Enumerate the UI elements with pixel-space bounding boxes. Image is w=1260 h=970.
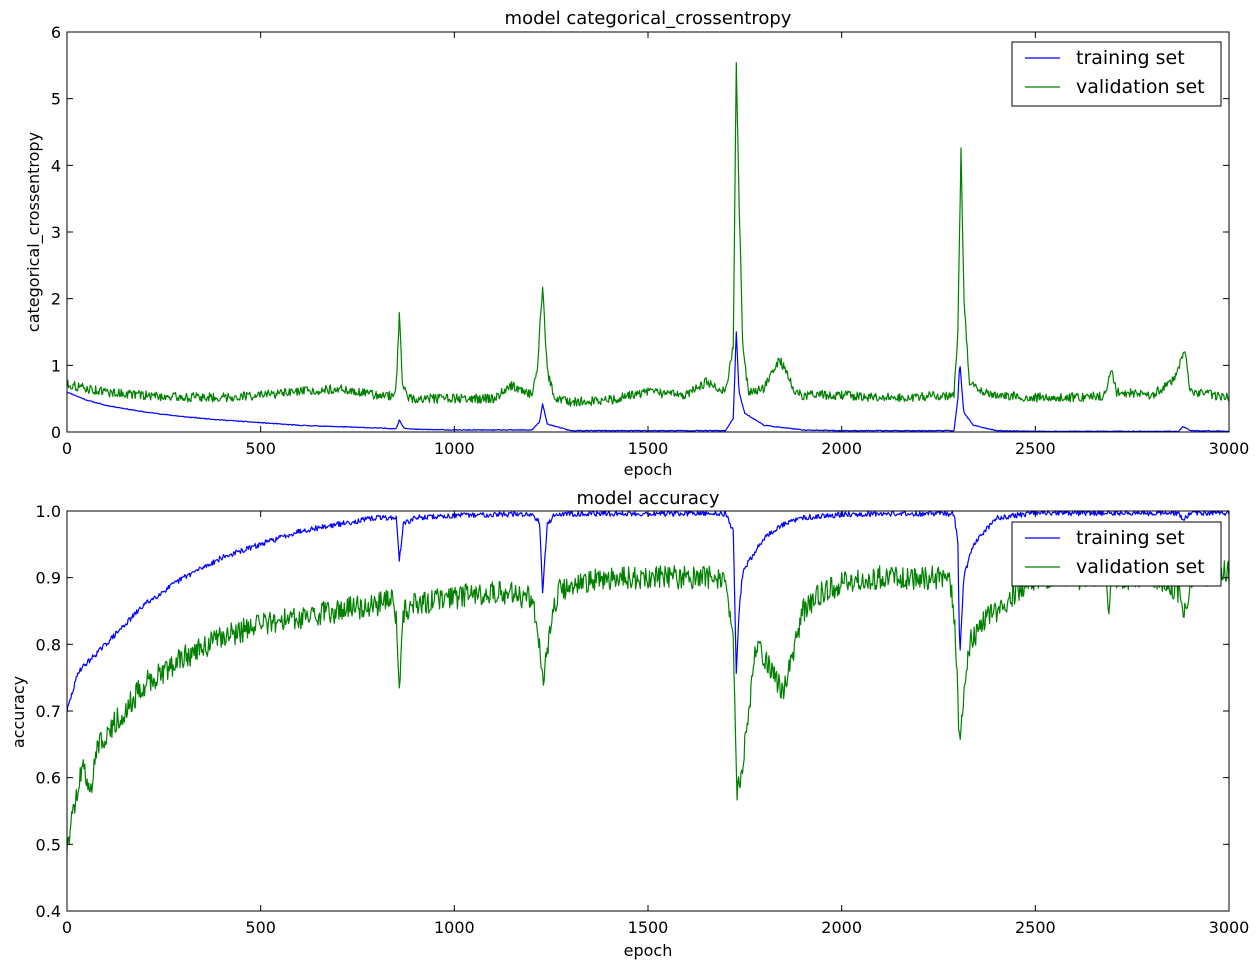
accuracy-xtick-label: 3000 — [1209, 918, 1250, 937]
loss-legend-box — [1011, 41, 1222, 107]
loss-legend-training-label: training set — [1076, 47, 1185, 69]
accuracy-legend-box — [1011, 521, 1222, 587]
accuracy-xtick-label: 2500 — [1015, 918, 1056, 937]
loss-ytick-label: 4 — [51, 156, 61, 175]
loss-chart-title: model categorical_crossentropy — [505, 8, 792, 29]
loss-ytick-label: 1 — [51, 356, 61, 375]
loss-chart-legend: training set validation set — [1011, 41, 1222, 107]
loss-xtick-label: 1500 — [628, 439, 669, 458]
loss-ytick-label: 3 — [51, 223, 61, 242]
loss-series-validation — [66, 61, 1230, 407]
loss-xtick-label: 0 — [62, 439, 72, 458]
accuracy-chart-title: model accuracy — [577, 488, 720, 509]
accuracy-xtick-label: 500 — [245, 918, 276, 937]
loss-xtick-label: 500 — [245, 439, 276, 458]
accuracy-xtick-label: 0 — [62, 918, 72, 937]
accuracy-ytick-label: 0.6 — [36, 769, 61, 788]
accuracy-xtick-label: 1500 — [628, 918, 669, 937]
loss-xtick-label: 2000 — [821, 439, 862, 458]
accuracy-xtick-label: 2000 — [821, 918, 862, 937]
loss-xtick-label: 1000 — [434, 439, 475, 458]
accuracy-ytick-label: 1.0 — [36, 502, 61, 521]
accuracy-xtick-label: 1000 — [434, 918, 475, 937]
accuracy-chart-xlabel: epoch — [624, 941, 673, 960]
accuracy-ytick-label: 0.5 — [36, 835, 61, 854]
loss-legend-validation-label: validation set — [1076, 76, 1205, 98]
loss-xtick-label: 2500 — [1015, 439, 1056, 458]
accuracy-chart: model accuracy 0 500 1000 1500 2000 2500 30000… — [9, 488, 1249, 960]
loss-chart-ylabel: categorical_crossentropy — [24, 132, 44, 332]
accuracy-ytick-label: 0.4 — [36, 902, 61, 921]
loss-chart-xlabel: epoch — [624, 460, 673, 479]
accuracy-ytick-label: 0.7 — [36, 702, 61, 721]
loss-ytick-label: 5 — [51, 90, 61, 109]
loss-ytick-label: 0 — [51, 423, 61, 442]
accuracy-chart-legend: training set validation set — [1011, 521, 1222, 587]
accuracy-chart-ticks: 0 500 1000 1500 2000 2500 3000 0.4 0.5 0.6 0.7 0.8 0… — [36, 502, 1250, 937]
loss-chart-ticks: 0 500 1000 1500 2000 2500 3000 0 1 2 3 4 5 6 — [51, 23, 1250, 458]
accuracy-ytick-label: 0.9 — [36, 569, 61, 588]
accuracy-legend-training-label: training set — [1076, 527, 1185, 549]
loss-chart: model categorical_crossentropy 0 500 1000 1… — [24, 8, 1249, 479]
accuracy-ytick-label: 0.8 — [36, 635, 61, 654]
loss-ytick-label: 2 — [51, 290, 61, 309]
accuracy-legend-validation-label: validation set — [1076, 556, 1205, 578]
loss-xtick-label: 3000 — [1209, 439, 1250, 458]
accuracy-chart-ylabel: accuracy — [9, 676, 28, 748]
loss-ytick-label: 6 — [51, 23, 61, 42]
